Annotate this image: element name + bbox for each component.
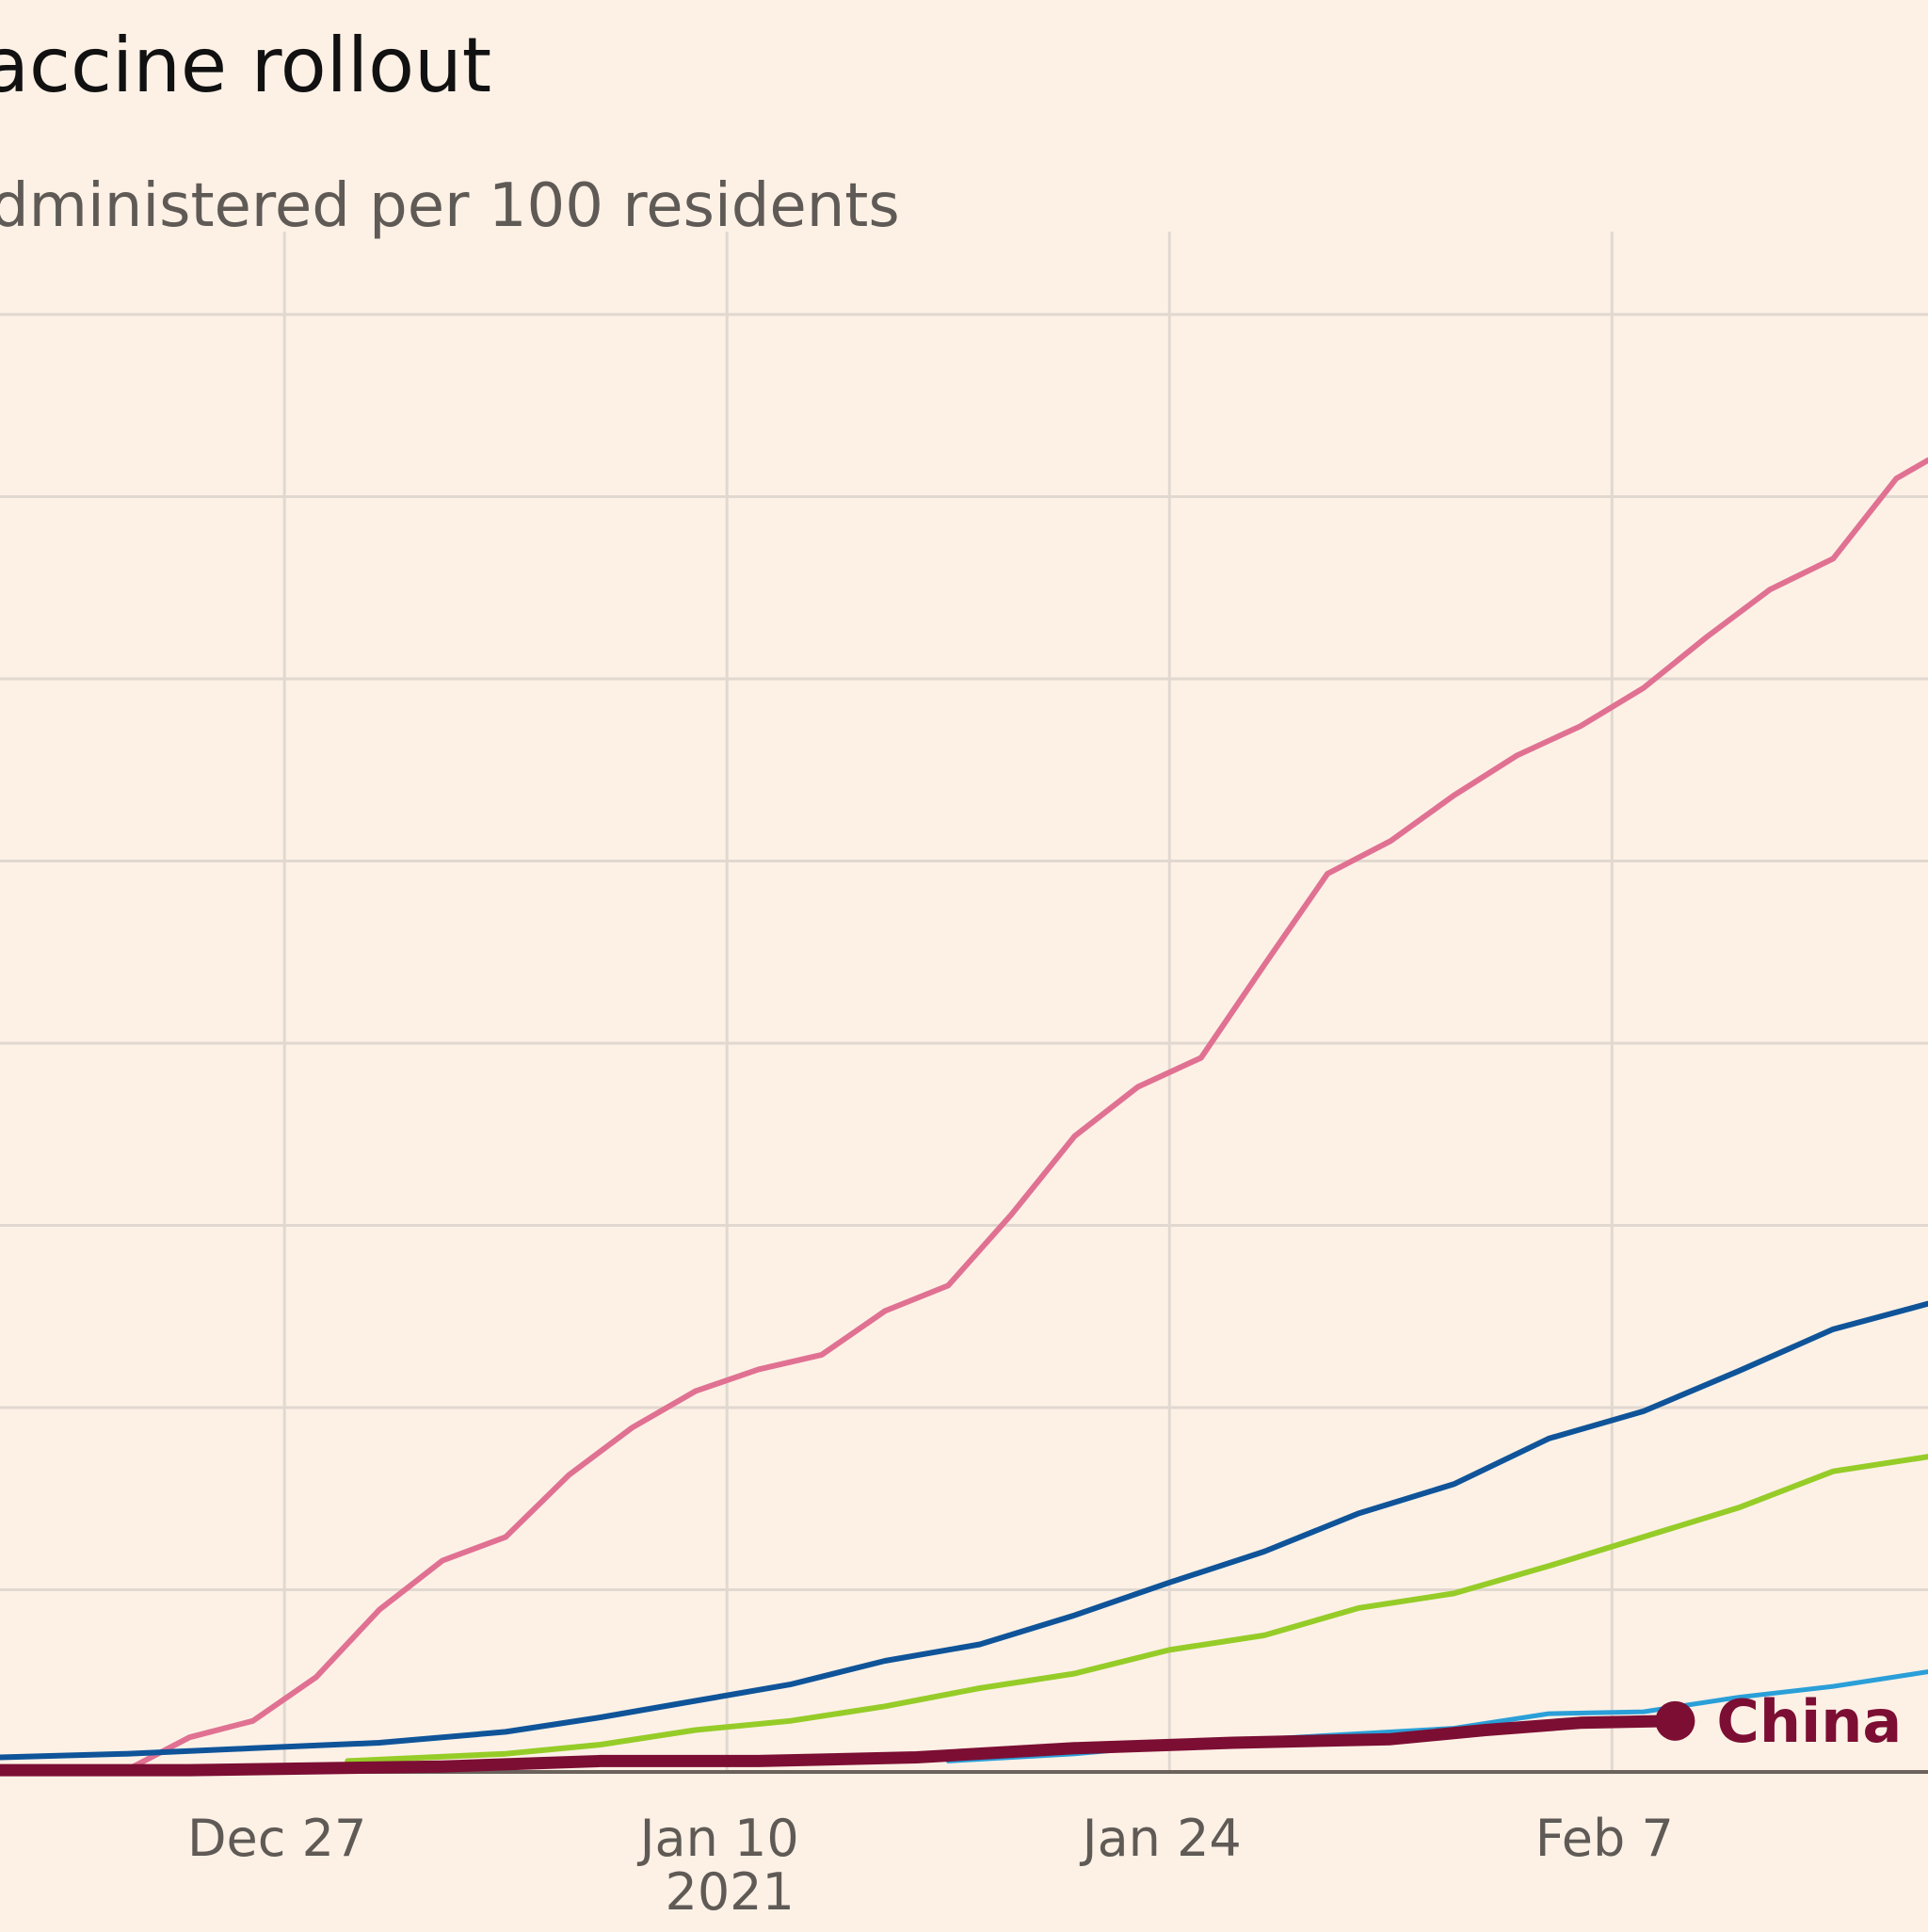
series-lines bbox=[0, 457, 1928, 1777]
series-line-2 bbox=[345, 1454, 1928, 1764]
series-line-china bbox=[0, 1715, 1681, 1777]
series-labels: China bbox=[1655, 1687, 1902, 1756]
x-tick-label: Feb 7 bbox=[1535, 1809, 1674, 1868]
chart-subtitle: dministered per 100 residents bbox=[0, 171, 900, 241]
series-label-china: China bbox=[1716, 1687, 1902, 1756]
x-tick-label: Dec 27 bbox=[187, 1809, 366, 1868]
x-tick-sublabel: 2021 bbox=[665, 1862, 794, 1922]
gridlines bbox=[0, 232, 1928, 1772]
series-endpoint-marker bbox=[1655, 1700, 1695, 1741]
series-line-1 bbox=[0, 1300, 1928, 1761]
chart-title: accine rollout bbox=[0, 22, 491, 109]
series-line-0 bbox=[123, 457, 1928, 1774]
x-tick-label: Jan 24 bbox=[1080, 1809, 1242, 1868]
x-tick-label: Jan 10 bbox=[637, 1809, 799, 1868]
